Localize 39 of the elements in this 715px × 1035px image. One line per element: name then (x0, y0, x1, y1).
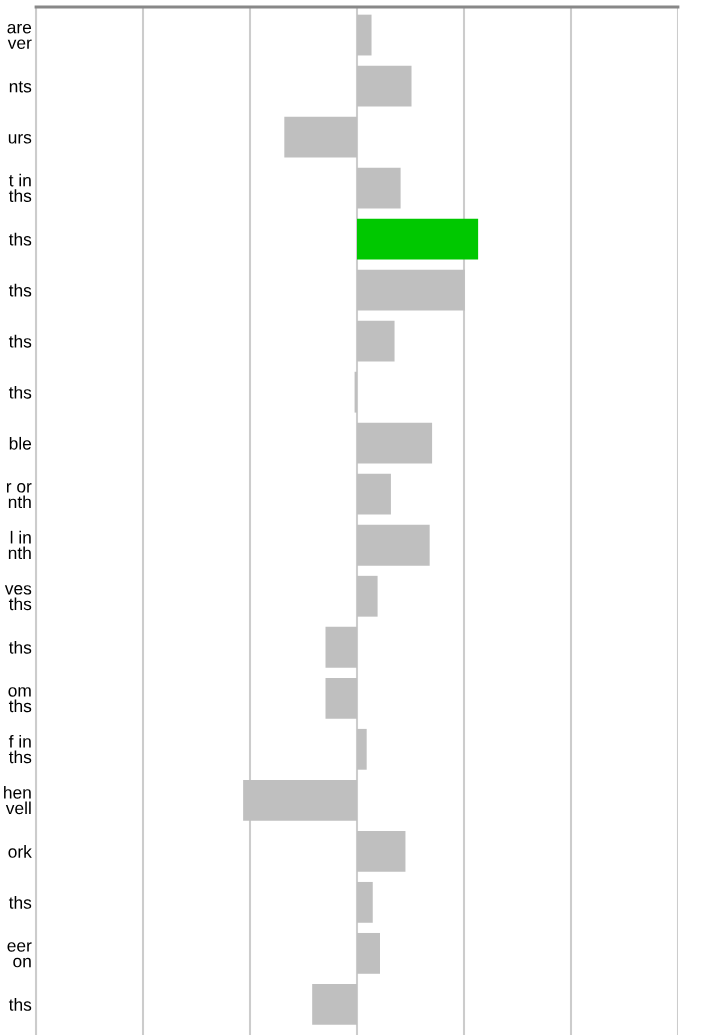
bar (243, 779, 357, 821)
bar (357, 830, 406, 872)
y-tick-label: ths (8, 283, 32, 297)
y-tick-label: ves ths (4, 585, 32, 611)
y-tick-label: nts (9, 81, 32, 93)
bar (357, 218, 479, 260)
bar (357, 524, 430, 566)
bar (357, 881, 373, 923)
bar (357, 575, 378, 617)
y-tick-label: ble (9, 436, 32, 450)
bar (325, 626, 357, 668)
y-tick-label: f in ths (8, 734, 32, 764)
bar (357, 167, 401, 209)
y-tick-label: ths (8, 232, 32, 246)
bar (357, 65, 412, 107)
y-tick-label: ths (8, 385, 32, 399)
bar (357, 14, 372, 56)
y-tick-label: om ths (8, 687, 32, 713)
y-tick-label: hen vell (4, 785, 31, 815)
bar (357, 473, 391, 515)
bar (284, 116, 357, 158)
y-tick-label: eer on (7, 942, 32, 968)
y-tick-label: l in nth (8, 530, 31, 560)
y-tick-label: urs (8, 134, 32, 144)
y-tick-label: ths (8, 640, 32, 654)
bar (357, 422, 433, 464)
y-tick-label: ths (8, 896, 32, 909)
bar (357, 932, 381, 974)
y-tick-label: ths (8, 334, 32, 348)
y-tick-label: are ver (7, 23, 32, 49)
y-tick-label: r or nth (6, 483, 32, 509)
y-tick-label: t in ths (8, 173, 32, 203)
y-tick-label: ork (8, 845, 32, 858)
bar (357, 728, 367, 770)
bar (357, 269, 465, 311)
bar (357, 320, 395, 362)
bar (312, 983, 357, 1025)
y-tick-label: ths (8, 998, 32, 1011)
bar (325, 677, 357, 719)
